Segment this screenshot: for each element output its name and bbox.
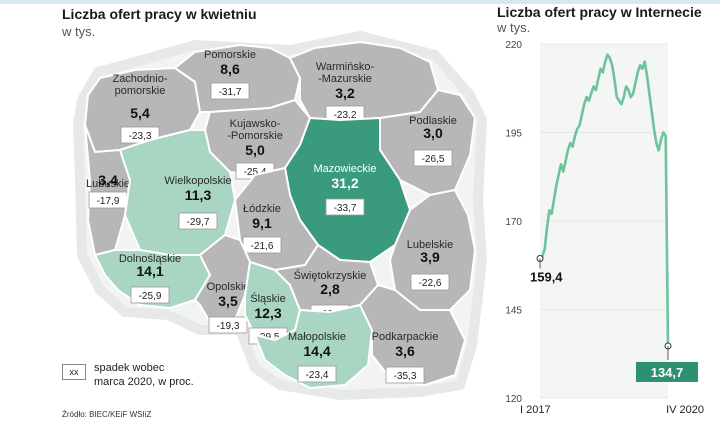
y-tick-label: 170 [505,217,522,228]
change-box [130,286,170,304]
region-name: Dolnośląskie [119,253,181,265]
region-value: 11,3 [185,187,212,203]
change-box [385,366,425,384]
region-change: -26,5 [422,154,445,165]
region-change: -25,4 [244,167,267,178]
legend-line-1: spadek wobec [94,362,165,374]
region-name: Wielkopolskie [164,175,231,187]
region-name: Lubelskie [407,239,453,251]
region-value: 14,4 [303,343,330,359]
region-name: Warmińsko- [316,61,375,73]
region-change: -25,9 [139,291,162,302]
region-name: Śląskie [250,292,285,305]
region-value: 14,1 [136,263,163,279]
series-line [539,53,670,346]
map-title: Liczba ofert pracy w kwietniu [62,6,257,22]
top-rule [0,0,720,4]
change-box [410,273,450,291]
region-value: 8,6 [220,61,240,77]
region-shape [359,284,466,386]
region-change: -17,9 [97,196,120,207]
change-box [413,149,453,167]
region-name: Lubuskie [86,178,130,190]
legend-swatch: xx [62,364,86,380]
region-name: Świętokrzyskie [294,269,367,282]
region-change: -23,3 [129,131,152,142]
region-value: 9,1 [252,215,272,231]
change-box [208,316,248,334]
region-value: 2,8 [320,281,340,297]
region-change: -22,6 [419,278,442,289]
region-name: Pomorskie [204,49,256,61]
region-value: 3,5 [218,293,238,309]
legend-line-2: marca 2020, w proc. [94,376,194,388]
region-value: 3,0 [423,125,443,141]
x-tick-label: IV 2020 [666,404,704,416]
region-value: 3,4 [98,172,118,188]
region-name: pomorskie [115,85,166,97]
end-value-label: 134,7 [651,365,684,380]
region-name: Łódzkie [243,203,281,215]
start-value-label: 159,4 [530,270,563,285]
y-tick-label: 195 [505,129,522,140]
y-tick-label: 145 [505,306,522,317]
region-change: -23,2 [334,110,357,121]
change-box [325,198,365,216]
change-box [178,212,218,230]
y-tick-label: 220 [505,40,522,51]
region-name: Podkarpackie [372,331,439,343]
region-change: -29,7 [187,217,210,228]
region-value: 5,0 [245,142,265,158]
region-value: 3,9 [420,249,440,265]
region-change: -23,4 [306,370,329,381]
source-note: Źródło: BIEC/KEiF WSIiZ [62,410,152,419]
region-value: 3,6 [395,343,415,359]
region-change: -31,7 [219,87,242,98]
region-name: Kujawsko- [230,118,281,130]
region-name: Opolskie [207,281,250,293]
region-value: 3,2 [335,85,355,101]
y-tick-label: 120 [505,394,522,405]
chart-title: Liczba ofert pracy w Internecie [497,4,702,20]
region-name: Małopolskie [288,331,346,343]
region-name: Podlaskie [409,115,457,127]
change-box [297,365,337,383]
region-value: 12,3 [254,305,281,321]
region-value: 31,2 [331,175,358,191]
region-change: -21,6 [251,241,274,252]
change-box [210,82,250,100]
region-name: -Mazurskie [318,73,372,85]
region-change: -35,3 [394,371,417,382]
region-name: Mazowieckie [314,163,377,175]
region-value: 5,4 [130,105,150,121]
chart-subtitle: w tys. [497,20,531,35]
region-name: Zachodnio- [112,73,167,85]
x-tick-label: I 2017 [520,404,551,416]
region-name: -Pomorskie [227,130,283,142]
region-change: -33,7 [334,203,357,214]
legend-text: spadek wobec marca 2020, w proc. [94,361,214,389]
map-subtitle: w tys. [62,24,96,39]
end-value-badge [636,361,698,382]
region-0: Zachodnio-pomorskie 5,4 -23,3 [84,67,201,153]
region-change: -19,3 [217,321,240,332]
